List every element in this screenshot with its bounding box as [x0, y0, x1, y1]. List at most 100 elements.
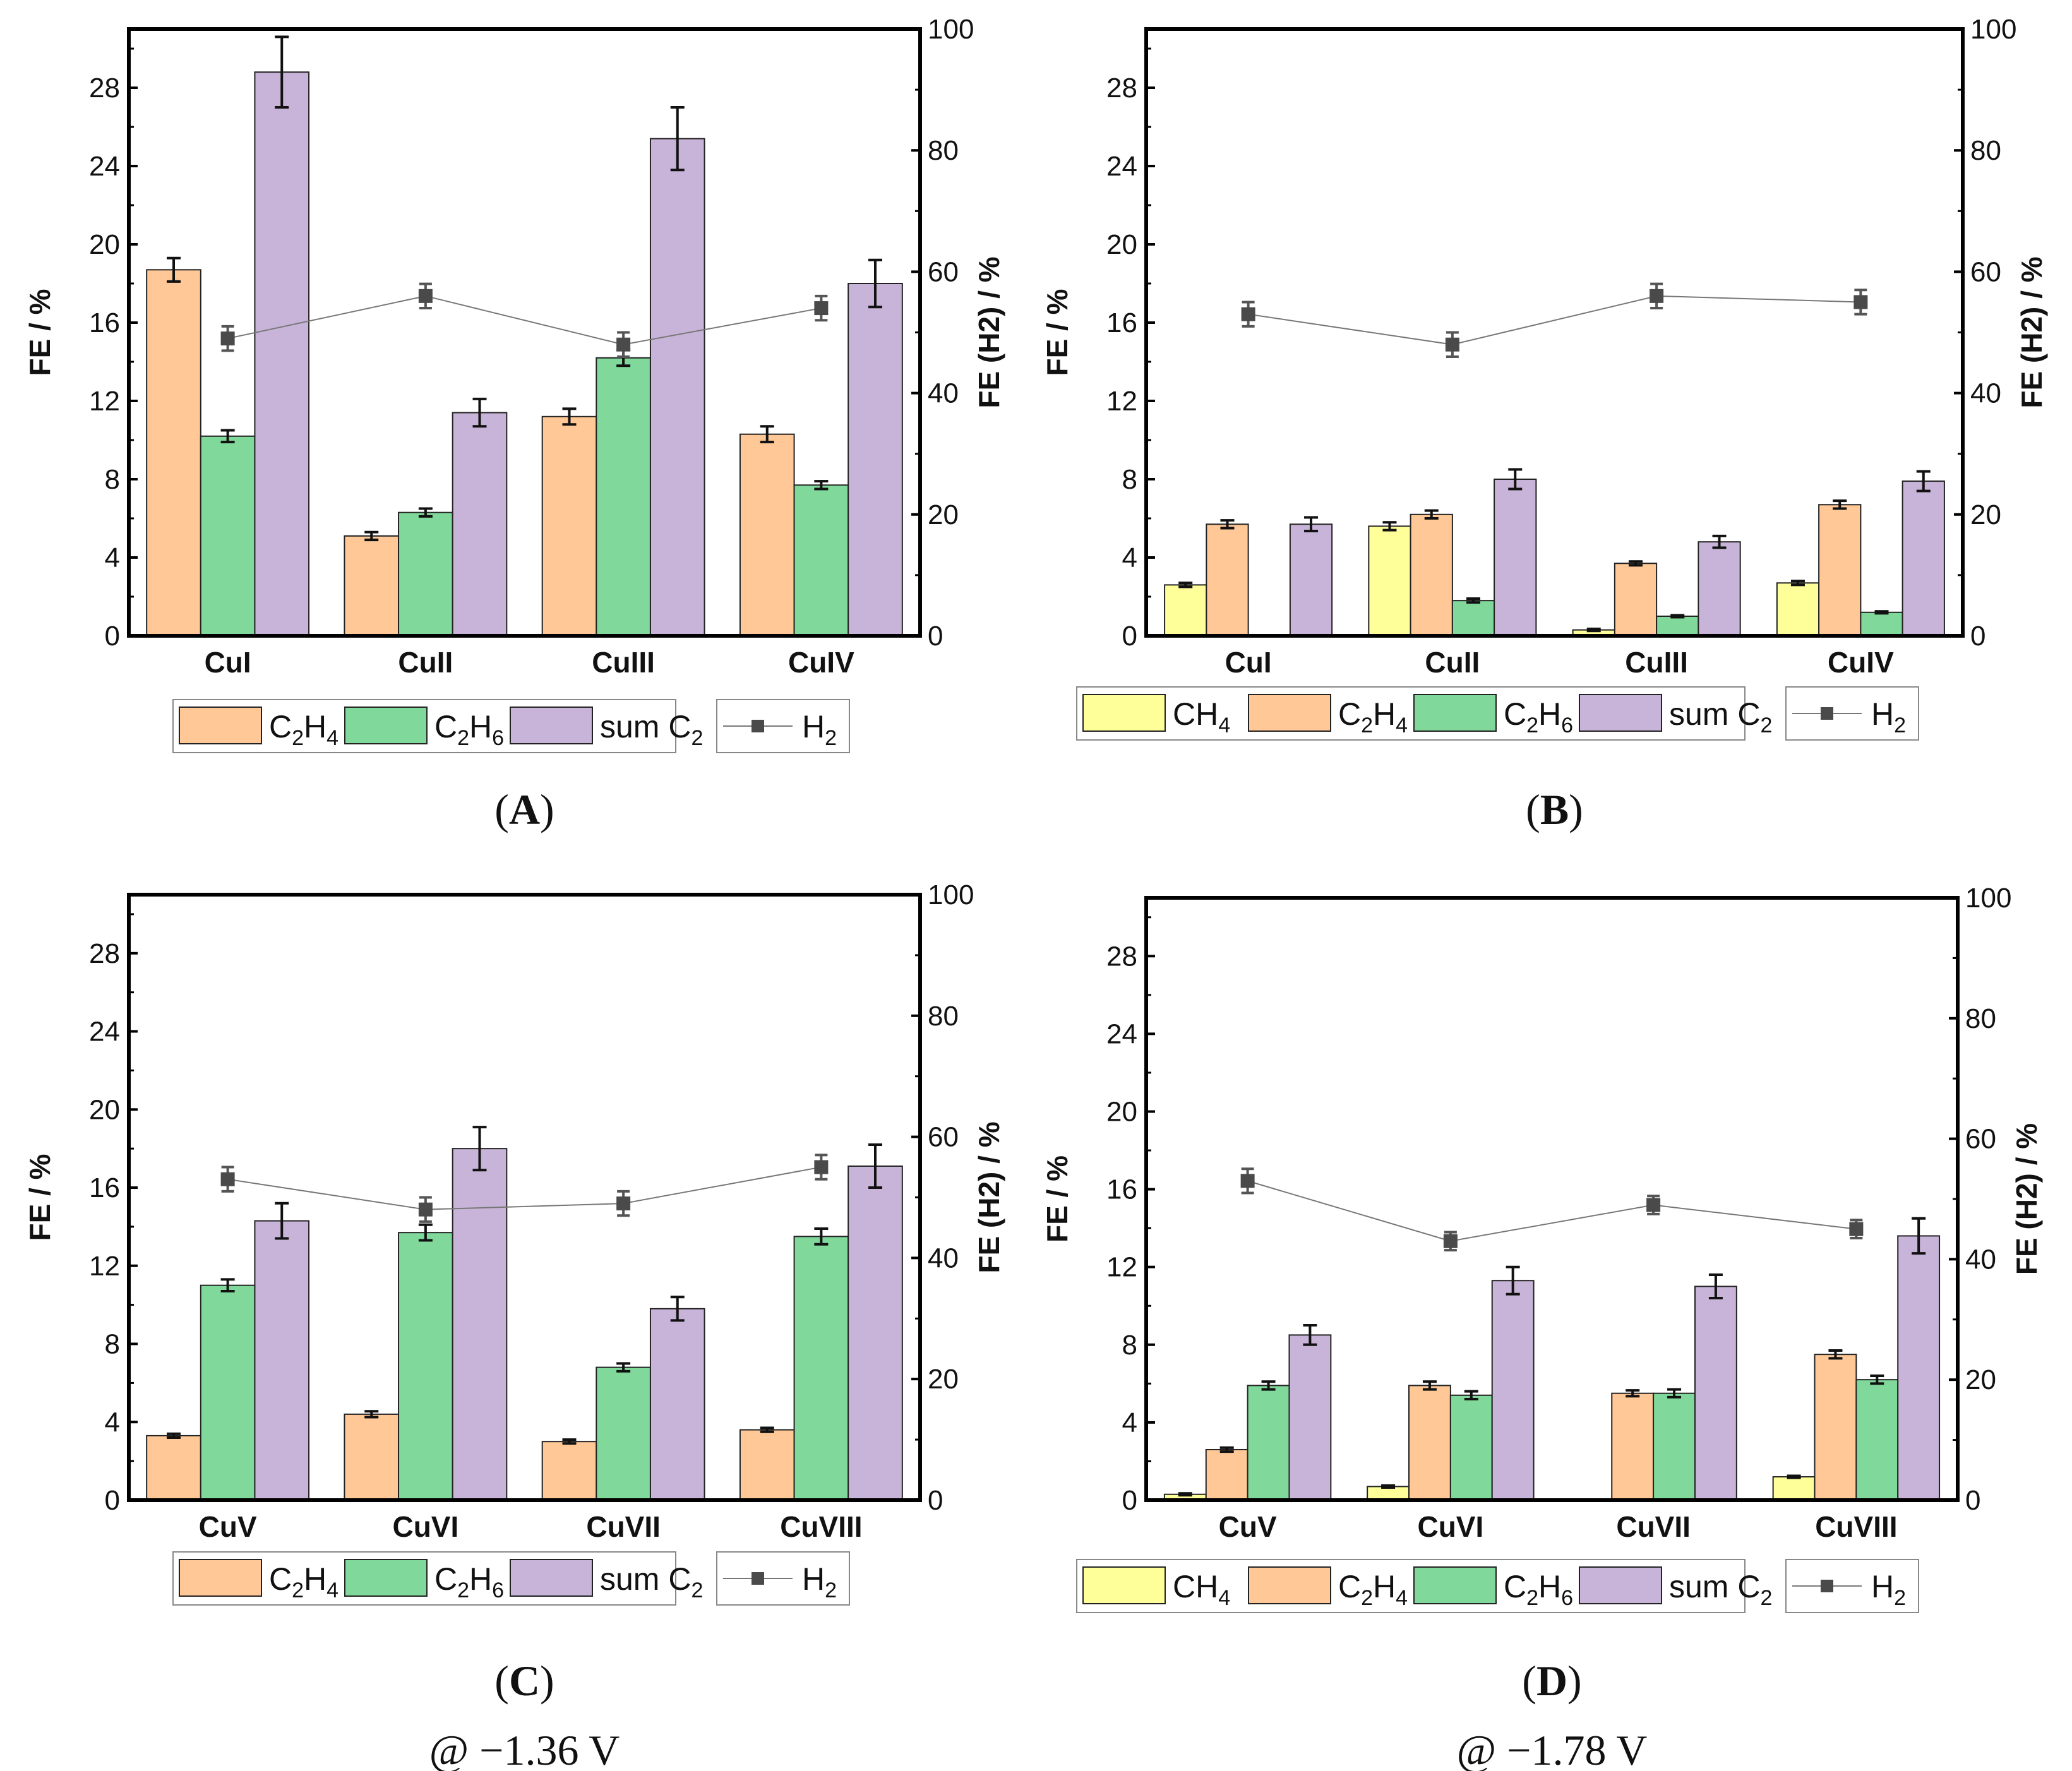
y2-tick-label: 0 [1970, 621, 1985, 652]
y2-tick-label: 40 [1970, 378, 2001, 409]
y-tick-label: 28 [89, 938, 120, 969]
bar-ch4 [1164, 584, 1207, 637]
category-label: CuVI [392, 1510, 458, 1543]
y-tick-label: 20 [1106, 1097, 1137, 1128]
legend-swatch [1248, 1566, 1331, 1604]
y-tick-label: 24 [89, 1017, 120, 1047]
legend-label: CH4 [1173, 1569, 1230, 1610]
bar-sum-c2 [847, 283, 903, 636]
bar-c2h4 [344, 1413, 400, 1501]
legend-swatch [179, 707, 262, 744]
category-label: CuVII [1616, 1510, 1691, 1543]
legend-label: C2H6 [1504, 696, 1573, 737]
bar-c2h4 [1408, 1385, 1451, 1501]
panel-caption: (A) [494, 785, 554, 833]
legend-label: C2H4 [269, 709, 338, 750]
bar-sum-c2 [1491, 1280, 1535, 1501]
y-tick-label: 4 [1122, 542, 1137, 573]
panel-caption: (D) [1522, 1657, 1581, 1705]
legend-swatch [1413, 694, 1497, 732]
y2-tick-label: 100 [928, 880, 974, 910]
bar-c2h4 [1205, 1448, 1249, 1501]
bar-sum-c2 [1289, 523, 1333, 636]
panel-caption: (B) [1526, 785, 1583, 833]
y2-tick-label: 60 [1965, 1124, 1996, 1155]
legend-label: C2H4 [1338, 1569, 1408, 1610]
bar-c2h6 [398, 511, 453, 637]
legend-swatch [510, 1559, 593, 1597]
y2-tick-label: 60 [928, 1122, 959, 1153]
y2-tick-label: 40 [928, 378, 959, 409]
legend-h2-marker [752, 720, 764, 732]
h2-line [1248, 295, 1861, 345]
category-label: CuVIII [1815, 1510, 1897, 1543]
bar-sum-c2 [649, 1308, 705, 1501]
y2-axis-title: FE (H2) / % [973, 256, 1005, 408]
legend-swatch [344, 1559, 428, 1597]
bar-c2h6 [398, 1232, 453, 1501]
legend-label: H2 [802, 1561, 837, 1602]
y-tick-label: 8 [1122, 464, 1137, 495]
y-tick-label: 28 [89, 73, 120, 104]
bar-sum-c2 [452, 1148, 508, 1501]
h2-point [814, 301, 829, 316]
legend-label: sum C2 [1669, 696, 1772, 737]
bar-sum-c2 [1288, 1334, 1332, 1501]
legend-swatch [179, 1559, 262, 1597]
category-label: CuVII [586, 1510, 661, 1543]
bar-ch4 [1772, 1476, 1816, 1501]
category-label: CuV [199, 1510, 257, 1543]
bar-c2h6 [1855, 1379, 1899, 1501]
panel-caption: (C) [494, 1657, 554, 1705]
legend: C2H4 C2H6 sum C2 H2 [172, 1551, 850, 1606]
y-tick-label: 24 [1106, 1018, 1137, 1049]
category-label: CuVI [1417, 1510, 1483, 1543]
bar-c2h4 [146, 269, 201, 636]
y-tick-label: 20 [1106, 229, 1137, 260]
h2-line [227, 1166, 822, 1210]
y-tick-label: 20 [89, 1094, 120, 1125]
bar-c2h4 [1614, 563, 1658, 636]
y-axis-title: FE / % [1041, 1155, 1074, 1243]
bar-c2h6 [1451, 600, 1495, 637]
y2-tick-label: 40 [1965, 1244, 1996, 1275]
y-tick-label: 4 [105, 542, 120, 573]
h2-point [814, 1160, 829, 1174]
category-label: CuIV [788, 646, 854, 679]
y-tick-label: 12 [1106, 386, 1137, 417]
y-axis-title: FE / % [23, 1154, 56, 1241]
legend-swatch [510, 707, 593, 744]
y2-tick-label: 20 [928, 1364, 959, 1395]
bar-c2h6 [1653, 1392, 1696, 1501]
h2-point [1849, 1222, 1864, 1236]
legend-label: C2H4 [1338, 696, 1408, 737]
bar-c2h6 [1247, 1385, 1290, 1501]
legend-label: C2H6 [434, 709, 504, 750]
y-tick-label: 28 [1106, 73, 1137, 104]
y2-tick-label: 80 [1965, 1003, 1996, 1034]
y-tick-label: 0 [1122, 1485, 1137, 1516]
y-tick-label: 24 [89, 151, 120, 182]
legend-swatch [1082, 1566, 1166, 1604]
y-tick-label: 20 [89, 229, 120, 260]
y-tick-label: 16 [89, 1172, 120, 1203]
category-label: CuIII [1625, 646, 1688, 679]
y2-tick-label: 80 [928, 135, 959, 166]
legend-swatch [1579, 1566, 1662, 1604]
bar-sum-c2 [1897, 1235, 1941, 1501]
bar-c2h4 [1410, 513, 1453, 636]
legend-label: H2 [1871, 1569, 1906, 1610]
y2-tick-label: 60 [928, 256, 959, 287]
bar-sum-c2 [649, 138, 705, 637]
bar-c2h6 [1449, 1394, 1493, 1501]
y-tick-label: 16 [1106, 1174, 1137, 1205]
legend-label: sum C2 [1669, 1569, 1772, 1610]
legend-label: H2 [802, 709, 837, 750]
bar-sum-c2 [1901, 480, 1945, 636]
h2-point [1240, 1174, 1255, 1188]
bar-c2h6 [596, 1366, 651, 1501]
y2-axis-title: FE (H2) / % [2010, 1123, 2043, 1275]
legend-label: CH4 [1173, 696, 1230, 737]
